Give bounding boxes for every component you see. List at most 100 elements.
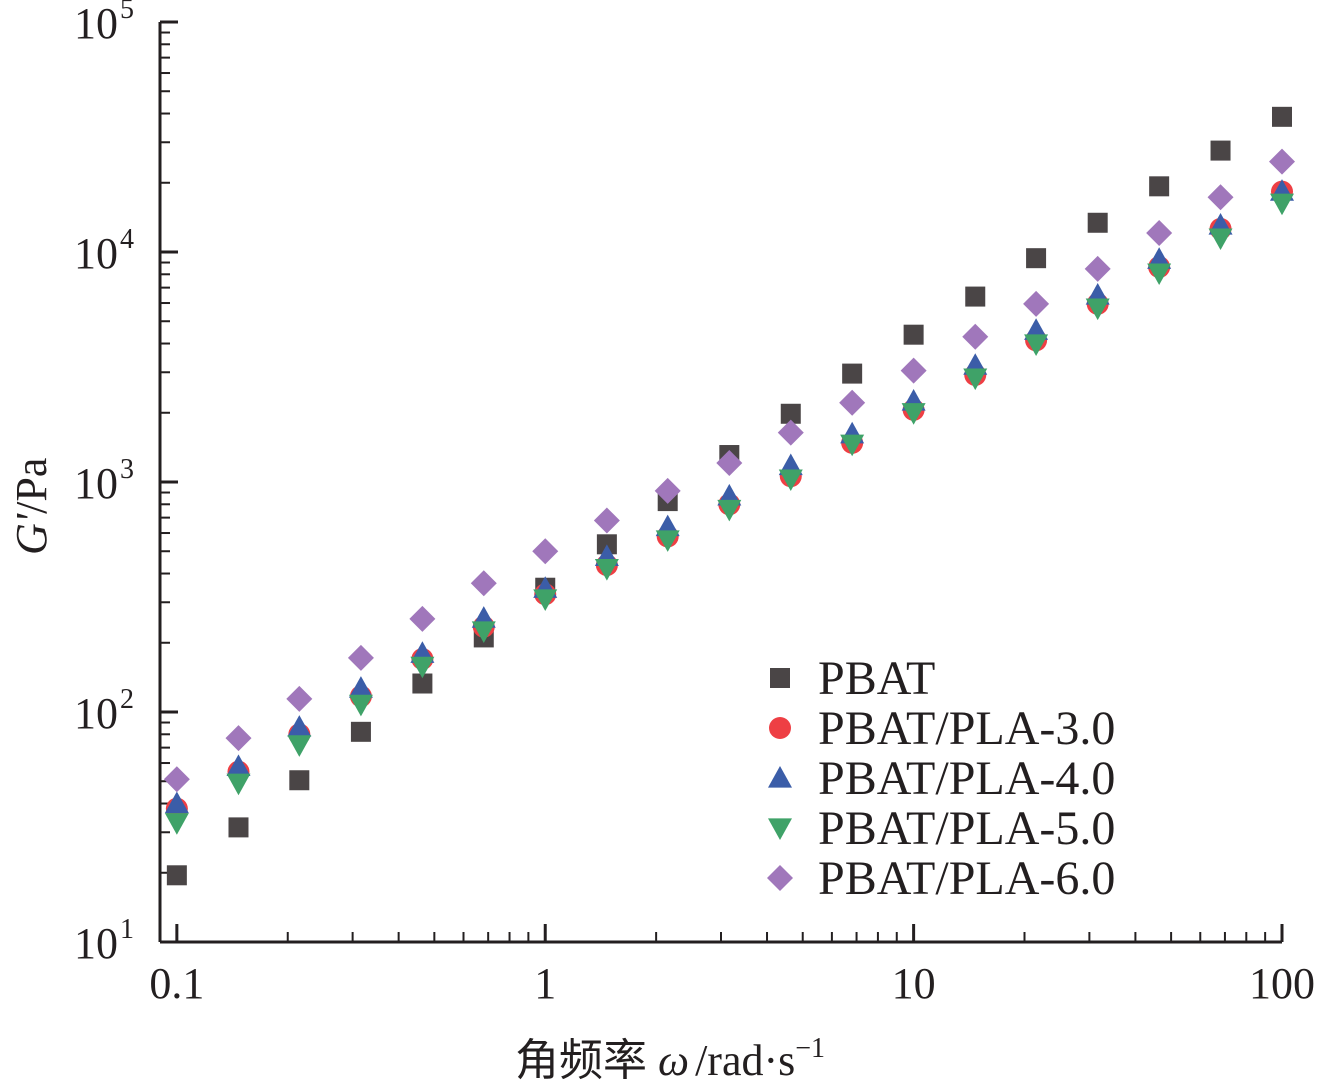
x-axis-title-prefix: 角频率 [515, 1036, 658, 1085]
x-axis-title-exp: −1 [795, 1033, 825, 1064]
data-point [471, 621, 496, 643]
data-point [1023, 290, 1050, 317]
data-point [1146, 219, 1173, 246]
data-point [1149, 176, 1170, 197]
legend-marker [767, 865, 793, 891]
legend-label: PBAT [818, 652, 935, 705]
legend-item: PBAT/PLA-6.0 [767, 852, 1115, 905]
data-point [654, 477, 681, 504]
y-tick-exponent: 4 [120, 224, 134, 255]
data-point [839, 389, 866, 416]
data-point [596, 534, 617, 555]
data-point [409, 605, 436, 632]
legend-label: PBAT/PLA-3.0 [818, 702, 1115, 755]
x-axis-title: 角频率 ω/rad·s−1 [515, 1033, 825, 1085]
data-point [1270, 193, 1294, 216]
data-point [716, 449, 743, 476]
data-point [286, 685, 313, 712]
y-tick-exponent: 1 [120, 914, 134, 945]
legend-label: PBAT/PLA-5.0 [818, 802, 1115, 855]
data-point [901, 403, 926, 425]
x-tick-label: 0.1 [149, 959, 204, 1008]
data-point [412, 673, 433, 694]
legend-label: PBAT/PLA-6.0 [818, 852, 1115, 905]
data-point [900, 357, 927, 384]
data-point [717, 499, 742, 522]
legend-item: PBAT [770, 652, 935, 705]
legend-marker [769, 717, 791, 739]
legend-item: PBAT/PLA-3.0 [769, 702, 1115, 755]
data-point [350, 721, 371, 742]
data-point [842, 363, 863, 384]
x-tick-labels: 0.1 1 10 100 [149, 959, 1315, 1008]
data-point [1208, 228, 1233, 251]
data-point [593, 507, 620, 534]
data-point [225, 725, 252, 752]
data-point [655, 530, 680, 552]
series-pbat-pla-5-0 [164, 193, 1294, 835]
legend-marker [768, 766, 792, 788]
data-point [1026, 248, 1047, 269]
data-point [410, 656, 435, 679]
y-tick-exponent: 5 [120, 0, 134, 25]
legend: PBATPBAT/PLA-3.0PBAT/PLA-4.0PBAT/PLA-5.0… [767, 652, 1115, 905]
data-point [780, 403, 801, 424]
data-point [1147, 263, 1172, 286]
y-tick-exponent: 2 [120, 684, 134, 715]
data-point [1269, 148, 1295, 175]
y-tick-exponent: 3 [120, 454, 134, 485]
y-tick-label: 10 [74, 0, 118, 48]
y-tick-label: 10 [74, 689, 118, 738]
data-point [1087, 212, 1108, 233]
data-point [164, 791, 189, 814]
x-tick-label: 1 [534, 959, 556, 1008]
data-point [470, 570, 497, 597]
data-point [228, 817, 249, 838]
data-point [289, 770, 310, 791]
data-point [778, 469, 803, 492]
x-tick-label: 10 [892, 959, 936, 1008]
data-point [226, 773, 251, 796]
data-point [594, 559, 619, 581]
data-point [164, 813, 189, 835]
data-points [163, 106, 1295, 886]
data-point [965, 286, 986, 307]
data-point [287, 715, 312, 737]
y-axis-title-unit: /Pa [7, 458, 56, 514]
data-point [287, 735, 312, 757]
data-point [1024, 318, 1049, 340]
legend-marker [770, 668, 790, 688]
x-axis-title-symbol: ω [658, 1036, 689, 1085]
legend-item: PBAT/PLA-4.0 [768, 752, 1115, 805]
data-point [1207, 184, 1234, 211]
legend-item: PBAT/PLA-5.0 [768, 802, 1115, 855]
legend-label: PBAT/PLA-4.0 [818, 752, 1115, 805]
data-point [532, 538, 559, 565]
data-point [226, 754, 251, 777]
data-point [347, 644, 374, 671]
data-point [1024, 334, 1049, 357]
data-point [1085, 298, 1110, 321]
data-point [348, 676, 373, 698]
y-tick-label: 10 [74, 459, 118, 508]
data-point [1272, 106, 1292, 127]
data-point [962, 323, 989, 350]
y-axis-title-symbol: G' [7, 512, 56, 555]
data-point [1084, 255, 1111, 282]
data-point [1210, 140, 1231, 161]
data-point [533, 589, 558, 611]
x-axis-title-unit: /rad·s [695, 1036, 795, 1085]
minor-ticks [160, 31, 1267, 942]
data-point [163, 766, 190, 793]
data-point [348, 694, 373, 717]
data-point [166, 865, 187, 886]
data-point [777, 419, 804, 446]
data-point [840, 434, 865, 457]
x-tick-label: 100 [1249, 959, 1315, 1008]
series-pbat-pla-4-0 [164, 179, 1294, 814]
data-point [903, 324, 924, 345]
y-tick-label: 10 [74, 229, 118, 278]
data-point [963, 368, 988, 391]
